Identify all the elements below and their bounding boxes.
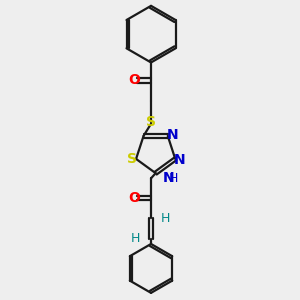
Text: H: H bbox=[168, 172, 178, 185]
Text: N: N bbox=[163, 171, 175, 185]
Text: N: N bbox=[174, 153, 186, 167]
Text: S: S bbox=[127, 152, 137, 166]
Text: N: N bbox=[167, 128, 178, 142]
Text: O: O bbox=[128, 74, 140, 88]
Text: H: H bbox=[161, 212, 170, 225]
Text: O: O bbox=[128, 190, 140, 205]
Text: H: H bbox=[131, 232, 140, 245]
Text: S: S bbox=[146, 115, 156, 129]
